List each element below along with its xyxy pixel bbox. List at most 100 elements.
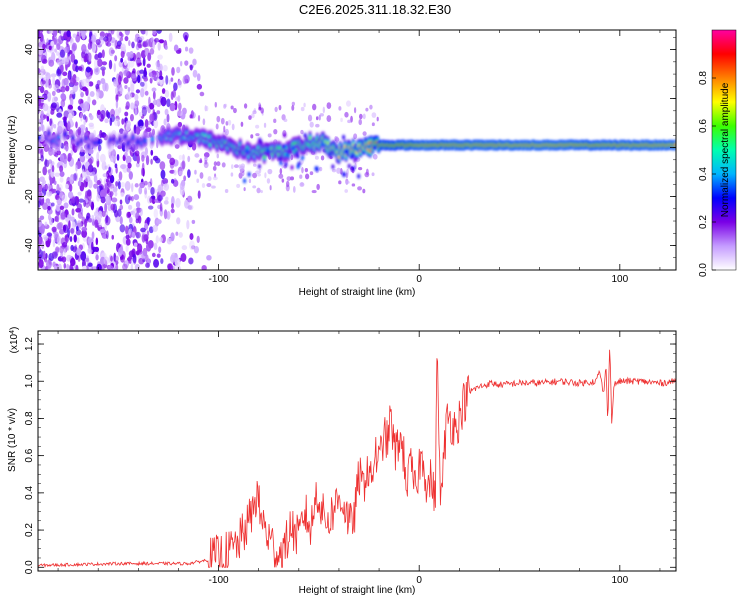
- noise-speckle: [182, 75, 188, 85]
- noise-speckle: [160, 96, 167, 107]
- noise-speckle: [176, 217, 181, 225]
- noise-speckle: [91, 266, 98, 270]
- noise-speckle: [65, 183, 69, 190]
- noise-speckle: [50, 73, 57, 78]
- noise-speckle: [205, 105, 209, 112]
- noise-speckle: [94, 246, 100, 253]
- noise-speckle: [76, 31, 80, 37]
- noise-speckle: [111, 197, 118, 203]
- noise-speckle: [44, 221, 48, 227]
- noise-speckle: [53, 265, 57, 270]
- ridge-patch: [335, 158, 339, 164]
- noise-speckle: [176, 66, 181, 74]
- ridge-patch: [278, 155, 282, 161]
- noise-speckle: [89, 90, 95, 97]
- noise-speckle: [250, 113, 255, 119]
- noise-speckle: [141, 106, 148, 117]
- x-tick-label: -100: [209, 274, 229, 285]
- noise-speckle: [60, 212, 67, 220]
- noise-speckle: [371, 122, 375, 127]
- noise-speckle: [56, 235, 62, 246]
- noise-speckle: [158, 39, 165, 44]
- noise-speckle: [101, 68, 105, 77]
- noise-speckle: [286, 176, 292, 181]
- noise-speckle: [114, 163, 118, 169]
- noise-speckle: [168, 79, 171, 85]
- noise-speckle: [351, 183, 356, 187]
- noise-speckle: [266, 178, 271, 184]
- noise-speckle: [188, 47, 194, 54]
- noise-speckle: [61, 194, 68, 203]
- noise-speckle: [347, 119, 352, 124]
- noise-speckle: [173, 82, 178, 91]
- noise-speckle: [346, 168, 349, 176]
- noise-speckle: [212, 165, 217, 171]
- noise-speckle: [141, 154, 145, 162]
- noise-speckle: [101, 49, 105, 59]
- noise-speckle: [53, 123, 57, 129]
- noise-speckle: [152, 224, 158, 232]
- noise-speckle: [225, 121, 229, 126]
- noise-speckle: [196, 73, 201, 82]
- noise-speckle: [150, 149, 154, 156]
- noise-speckle: [88, 218, 92, 223]
- noise-speckle: [144, 119, 149, 128]
- noise-speckle: [376, 116, 379, 122]
- noise-speckle: [164, 108, 169, 116]
- noise-speckle: [197, 190, 201, 199]
- noise-speckle: [207, 176, 212, 182]
- spectrogram-panel: -100 0 100 -40 -20 0 20 40 Height of straight …: [7, 29, 677, 298]
- noise-speckle: [206, 254, 212, 261]
- noise-speckle: [353, 107, 357, 114]
- noise-speckle: [51, 226, 57, 233]
- noise-speckle: [156, 71, 159, 76]
- noise-speckle: [162, 64, 168, 72]
- noise-speckle: [206, 182, 212, 188]
- noise-speckle: [176, 109, 183, 117]
- noise-speckle: [144, 90, 149, 96]
- x-tick-label: 100: [611, 575, 628, 586]
- y-tick-label: 0.6: [24, 448, 35, 462]
- noise-speckle: [47, 205, 51, 211]
- noise-speckle: [273, 128, 278, 135]
- noise-speckle: [95, 38, 101, 45]
- noise-speckle: [204, 159, 208, 165]
- noise-speckle: [252, 172, 258, 179]
- noise-speckle: [95, 254, 99, 261]
- noise-speckle: [187, 169, 191, 178]
- noise-speckle: [52, 239, 56, 248]
- noise-speckle: [362, 113, 366, 120]
- noise-speckle: [104, 194, 109, 203]
- noise-speckle: [160, 169, 166, 180]
- noise-speckle: [173, 169, 177, 176]
- noise-speckle: [93, 211, 99, 218]
- noise-speckle: [115, 166, 118, 174]
- ridge-patch: [342, 134, 346, 140]
- noise-speckle: [53, 180, 57, 185]
- noise-speckle: [194, 169, 197, 175]
- ridge-patch: [322, 147, 326, 153]
- noise-speckle: [103, 256, 110, 265]
- noise-speckle: [66, 30, 71, 38]
- noise-speckle: [38, 46, 44, 56]
- y-tick-label: 0.8: [24, 411, 35, 425]
- noise-speckle: [60, 99, 66, 108]
- noise-speckle: [142, 57, 146, 67]
- noise-speckle: [75, 65, 79, 73]
- noise-speckle: [336, 167, 341, 174]
- noise-speckle: [193, 245, 199, 254]
- noise-speckle: [172, 179, 179, 187]
- noise-speckle: [140, 50, 146, 59]
- noise-speckle: [369, 104, 373, 110]
- noise-speckle: [233, 164, 239, 169]
- noise-speckle: [51, 102, 57, 109]
- noise-speckle: [93, 59, 98, 69]
- noise-speckle: [119, 204, 124, 211]
- noise-speckle: [127, 56, 131, 61]
- noise-speckle: [59, 205, 65, 211]
- ridge-patch: [285, 151, 289, 157]
- noise-speckle: [158, 246, 162, 254]
- noise-speckle: [107, 265, 114, 270]
- noise-speckle: [153, 208, 159, 219]
